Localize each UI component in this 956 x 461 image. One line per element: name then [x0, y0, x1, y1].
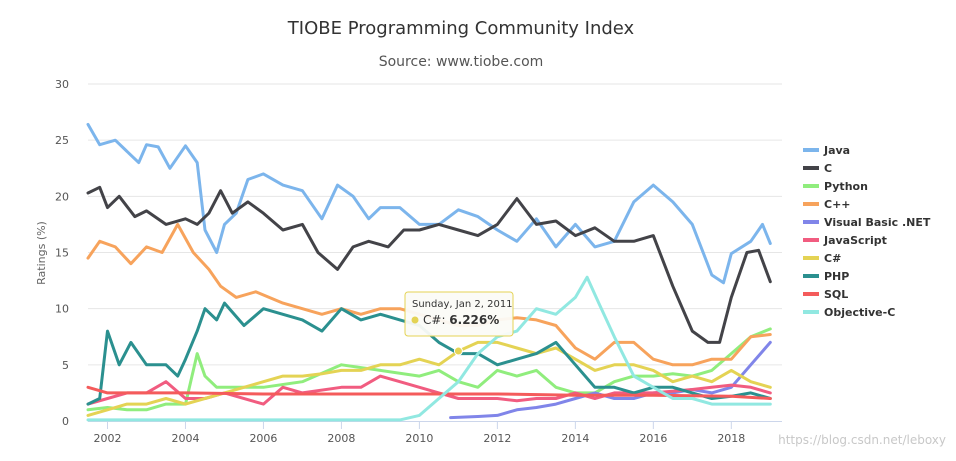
legend-item-c[interactable]: C#	[824, 252, 841, 265]
y-tick-label: 15	[55, 247, 69, 260]
tooltip-value-line: C#: 6.226%	[423, 313, 499, 327]
x-tick-label: 2012	[483, 432, 511, 445]
tooltip-date: Sunday, Jan 2, 2011	[412, 299, 513, 310]
x-tick-label: 2008	[327, 432, 355, 445]
series-lines	[86, 122, 772, 422]
tooltip-point[interactable]	[453, 346, 463, 356]
y-axis-title: Ratings (%)	[35, 221, 48, 285]
legend-item-php[interactable]: PHP	[824, 270, 849, 283]
series-line-java[interactable]	[86, 122, 772, 285]
tooltip-box	[404, 291, 514, 337]
y-tick-label: 10	[55, 303, 69, 316]
x-tick-label: 2002	[93, 432, 121, 445]
x-tick-label: 2014	[561, 432, 589, 445]
legend-item-c[interactable]: C	[824, 162, 832, 175]
y-tick-label: 0	[62, 415, 69, 428]
tooltip-value: 6.226%	[449, 313, 499, 327]
y-axis-ticks: 0 5 10 15 20 25 30	[55, 78, 69, 428]
legend: Java C Python C++ Visual Basic .NET JavaScrip…	[803, 144, 931, 319]
series-line-visual-basic-net[interactable]	[449, 340, 772, 420]
x-tick-label: 2010	[405, 432, 433, 445]
legend-item-python[interactable]: Python	[824, 180, 868, 193]
y-tick-label: 20	[55, 190, 69, 203]
series-line-c[interactable]	[86, 185, 772, 344]
watermark: https://blog.csdn.net/leboxy	[778, 433, 946, 447]
legend-item-visual-basic-net[interactable]: Visual Basic .NET	[824, 216, 931, 229]
series-line-sql[interactable]	[86, 385, 772, 400]
legend-item-c[interactable]: C++	[824, 198, 851, 211]
x-tick-label: 2016	[639, 432, 667, 445]
series-line-javascript[interactable]	[86, 374, 772, 406]
x-tick-label: 2006	[249, 432, 277, 445]
tooltip-marker	[411, 316, 419, 324]
y-tick-label: 5	[62, 359, 69, 372]
x-tick-label: 2004	[171, 432, 199, 445]
series-line-objective-c[interactable]	[86, 275, 772, 422]
chart-subtitle: Source: www.tiobe.com	[379, 54, 544, 70]
x-axis: 2002 2004 2006 2008 2010 2012 2014 2016 2018	[88, 421, 782, 445]
legend-item-java[interactable]: Java	[823, 144, 850, 157]
tooltip: Sunday, Jan 2, 2011 C#: 6.226%	[404, 291, 514, 337]
chart-title: TIOBE Programming Community Index	[287, 18, 635, 39]
x-tick-label: 2018	[717, 432, 745, 445]
tooltip-series: C#	[423, 313, 441, 327]
legend-item-sql[interactable]: SQL	[824, 288, 848, 301]
legend-item-javascript[interactable]: JavaScript	[823, 234, 887, 247]
y-tick-label: 30	[55, 78, 69, 91]
legend-item-objective-c[interactable]: Objective-C	[824, 306, 895, 319]
series-line-c[interactable]	[86, 340, 772, 417]
series-line-php[interactable]	[86, 301, 772, 406]
y-tick-label: 25	[55, 134, 69, 147]
